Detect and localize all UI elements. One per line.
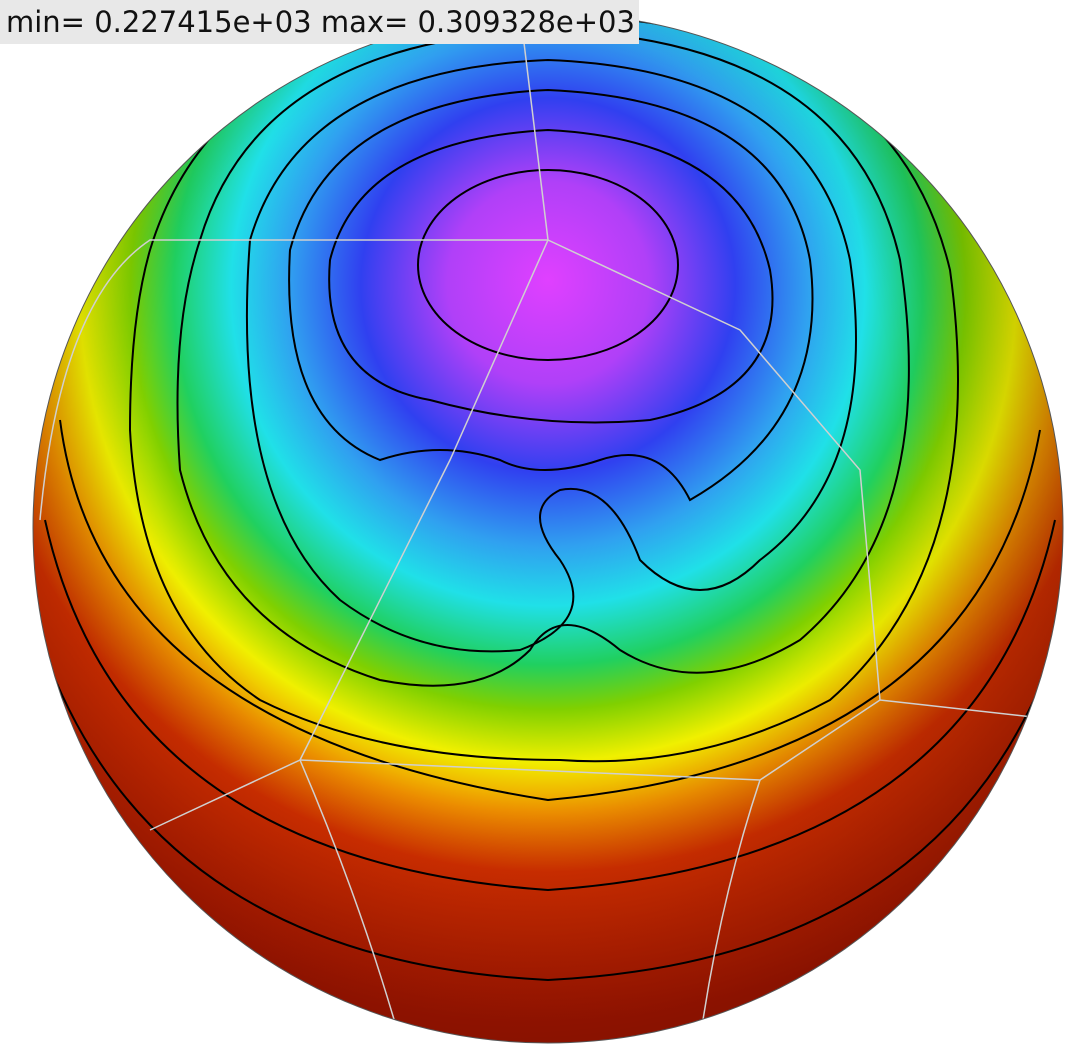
min-max-label: min= 0.227415e+03 max= 0.309328e+03 xyxy=(0,0,639,44)
visualization: min= 0.227415e+03 max= 0.309328e+03 xyxy=(0,0,1066,1045)
sphere-surface xyxy=(0,0,1066,1045)
sphere-plot xyxy=(0,0,1066,1045)
